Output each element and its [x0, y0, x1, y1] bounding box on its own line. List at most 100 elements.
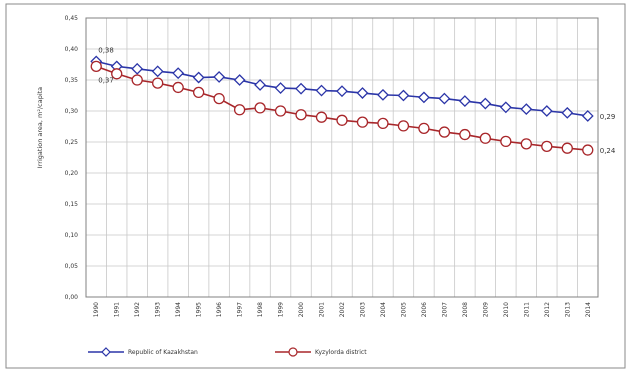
y-tick-label: 0,20: [65, 170, 79, 177]
x-tick-label: 2008: [462, 302, 469, 317]
x-tick-label: 2013: [564, 302, 571, 317]
data-point-diamond: [172, 67, 185, 80]
data-point-circle: [254, 102, 266, 114]
data-point-circle: [418, 122, 430, 135]
x-tick-label: 1996: [216, 302, 223, 317]
data-point-circle: [172, 81, 184, 94]
y-tick-label: 0,30: [65, 108, 79, 115]
x-tick-label: 1997: [237, 302, 244, 317]
legend: Republic of Kazakhstan Kyzylorda district: [88, 347, 367, 357]
y-tick-label: 0,25: [65, 139, 79, 146]
data-point-diamond: [131, 62, 144, 75]
x-tick-label: 2001: [319, 302, 326, 317]
legend-label: Kyzylorda district: [315, 349, 367, 356]
data-point-circle: [520, 138, 532, 150]
x-tick-label: 1991: [114, 302, 121, 317]
data-point-circle: [459, 128, 471, 141]
series-layer: [90, 55, 594, 156]
data-point-circle: [213, 92, 225, 105]
x-tick-label: 1993: [155, 302, 162, 317]
data-point-circle: [315, 111, 328, 123]
data-point-diamond: [151, 65, 164, 78]
x-tick-label: 2010: [503, 302, 510, 317]
y-tick-label: 0,10: [65, 232, 79, 239]
legend-item-1: Republic of Kazakhstan: [88, 347, 198, 357]
data-point-circle: [500, 135, 512, 148]
y-tick-label: 0,15: [65, 201, 79, 208]
x-tick-label: 1992: [134, 302, 141, 317]
data-point-diamond: [295, 82, 307, 95]
data-label: 0,38: [98, 46, 114, 54]
data-point-circle: [192, 86, 205, 99]
data-point-diamond: [213, 70, 226, 83]
legend-label: Republic of Kazakhstan: [128, 349, 198, 356]
data-point-diamond: [438, 92, 451, 105]
data-point-circle: [336, 114, 348, 126]
data-point-diamond: [479, 97, 492, 110]
data-point-diamond: [581, 110, 594, 122]
data-point-diamond: [377, 88, 389, 101]
data-point-diamond: [274, 82, 287, 94]
x-tick-label: 2011: [523, 302, 530, 317]
data-point-circle: [479, 132, 492, 144]
y-axis-title: Irrigation area, m²/capita: [36, 87, 44, 168]
x-tick-label: 2002: [339, 302, 346, 317]
data-point-diamond: [192, 71, 205, 84]
data-annotations: 0,38 0,37 0,29 0,24: [98, 46, 616, 155]
x-tick-label: 1999: [278, 302, 285, 317]
x-tick-label: 2007: [441, 302, 448, 317]
y-tick-label: 0,40: [65, 46, 79, 53]
legend-item-2: Kyzylorda district: [275, 347, 367, 357]
data-point-circle: [295, 109, 307, 121]
x-tick-label: 2000: [298, 302, 305, 317]
data-point-diamond: [458, 95, 471, 107]
x-tick-label: 2006: [421, 302, 428, 317]
data-point-diamond: [520, 103, 533, 116]
x-tick-label: 2004: [380, 302, 387, 317]
data-point-diamond: [315, 84, 328, 97]
data-point-diamond: [418, 91, 430, 104]
data-point-circle: [233, 104, 246, 116]
data-label: 0,37: [98, 76, 114, 84]
y-tick-label: 0,05: [65, 263, 79, 270]
data-point-circle: [561, 142, 573, 154]
data-point-diamond: [356, 87, 369, 99]
data-point-diamond: [561, 106, 574, 119]
data-point-circle: [111, 68, 123, 80]
data-point-diamond: [499, 101, 512, 114]
data-point-circle: [131, 74, 143, 86]
legend-marker: [101, 347, 111, 357]
x-tick-label: 2003: [359, 302, 366, 317]
data-point-circle: [377, 117, 389, 130]
legend-marker: [288, 347, 298, 357]
data-point-circle: [356, 116, 369, 128]
data-label: 0,24: [600, 147, 616, 155]
x-axis-ticks: 1990 1991 1992 1993 1994 1995 1996 1997 1998 1999…: [93, 302, 592, 317]
data-point-circle: [397, 120, 410, 132]
data-point-circle: [90, 60, 102, 73]
y-tick-label: 0,00: [65, 294, 79, 301]
y-tick-label: 0,45: [65, 15, 79, 22]
data-point-diamond: [397, 89, 410, 102]
x-tick-label: 2012: [544, 302, 551, 317]
data-point-diamond: [336, 85, 348, 98]
data-point-diamond: [254, 79, 266, 91]
x-tick-label: 2014: [585, 302, 592, 317]
y-axis-ticks: 0,00 0,05 0,10 0,15 0,20 0,25 0,30 0,35 0,40 0,45: [65, 15, 79, 301]
data-label: 0,29: [600, 113, 616, 121]
x-tick-label: 2005: [400, 302, 407, 317]
data-point-circle: [152, 77, 164, 89]
data-point-circle: [438, 126, 451, 138]
x-tick-label: 1998: [257, 302, 264, 317]
y-tick-label: 0,35: [65, 77, 79, 84]
data-point-circle: [274, 105, 287, 117]
x-tick-label: 1990: [93, 302, 100, 317]
x-tick-label: 2009: [482, 302, 489, 317]
data-point-diamond: [540, 105, 553, 117]
data-point-circle: [541, 140, 553, 152]
x-tick-label: 1995: [196, 302, 203, 317]
series-2: [90, 60, 594, 156]
x-tick-label: 1994: [175, 302, 182, 317]
